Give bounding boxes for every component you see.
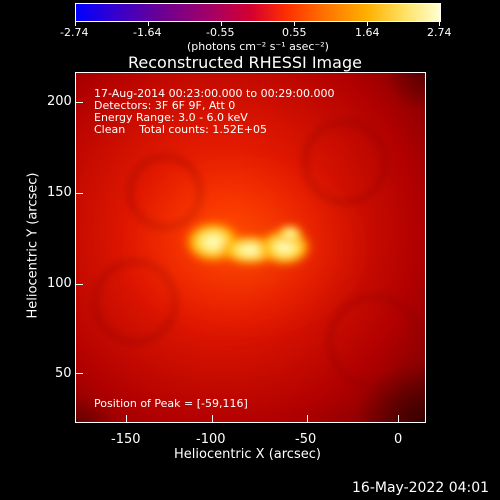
colorbar-tick-label: 1.64 [355,26,380,39]
footer-timestamp: 16-May-2022 04:01 [352,480,490,496]
colorbar-unit-label: (photons cm⁻² s⁻¹ asec⁻²) [187,40,329,53]
x-tick-label: -50 [295,432,317,447]
colorbar-tick-label: 0.55 [282,26,307,39]
x-axis-label: Heliocentric X (arcsec) [174,447,321,462]
y-tick-label: 200 [47,94,72,109]
colorbar-ticks [75,21,440,26]
detectors-info: Detectors: 3F 6F 9F, Att 0 [94,99,236,112]
x-tick-label: -100 [196,432,226,447]
x-tick-label: 0 [394,432,403,447]
y-axis-label: Heliocentric Y (arcsec) [25,172,41,319]
colorbar [75,3,441,22]
colorbar-tick-label: -2.74 [60,26,89,39]
plot-title: Reconstructed RHESSI Image [128,53,362,72]
colorbar-tick-label: -1.64 [133,26,162,39]
time-range: 17-Aug-2014 00:23:00.000 to 00:29:00.000 [94,87,335,100]
x-tick-label: -150 [111,432,141,447]
colorbar-tick-label: 2.74 [427,26,452,39]
method-and-counts: Clean Total counts: 1.52E+05 [94,123,268,136]
colorbar-tick-label: -0.55 [206,26,235,39]
y-tick-label: 50 [55,366,72,381]
energy-range: Energy Range: 3.0 - 6.0 keV [94,111,248,124]
peak-position: Position of Peak = [-59,116] [94,397,248,410]
y-tick-label: 100 [47,276,72,291]
y-tick-label: 150 [47,185,72,200]
